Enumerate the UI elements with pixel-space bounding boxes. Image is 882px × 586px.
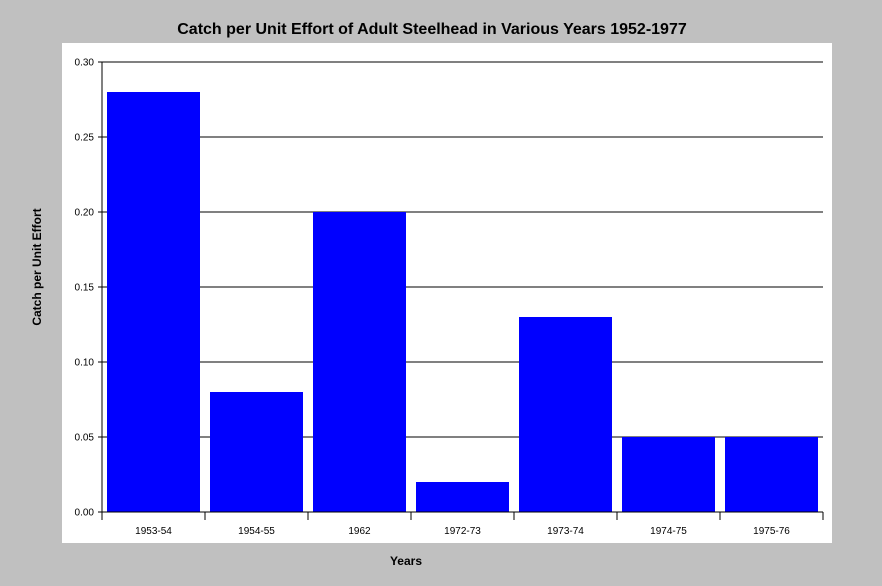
axes: 0.00 0.05 0.10 0.15 0.20 0.25 0.30 1953-54 1954-… — [75, 58, 824, 537]
y-tick-label: 0.25 — [75, 133, 95, 144]
y-axis-label: Catch per Unit Effort — [30, 208, 44, 325]
chart-title: Catch per Unit Effort of Adult Steelhead… — [177, 21, 687, 38]
y-tick-label: 0.20 — [75, 208, 95, 219]
x-tick-label: 1975-76 — [753, 526, 790, 537]
y-tick-label: 0.00 — [75, 508, 95, 519]
y-tick-label: 0.15 — [75, 283, 95, 294]
bar — [416, 482, 509, 512]
x-tick-label: 1953-54 — [135, 526, 172, 537]
y-tick-label: 0.10 — [75, 358, 95, 369]
bar — [210, 392, 303, 512]
x-tick-label: 1972-73 — [444, 526, 481, 537]
bar — [107, 92, 200, 512]
x-axis-label: Years — [390, 554, 422, 568]
x-tick-label: 1974-75 — [650, 526, 687, 537]
y-tick-label: 0.05 — [75, 433, 95, 444]
bar — [725, 437, 818, 512]
bar — [519, 317, 612, 512]
x-tick-label: 1973-74 — [547, 526, 584, 537]
y-tick-label: 0.30 — [75, 58, 95, 69]
x-tick-label: 1962 — [348, 526, 371, 537]
x-tick-label: 1954-55 — [238, 526, 275, 537]
bar — [313, 212, 406, 512]
bar — [622, 437, 715, 512]
bars — [107, 92, 818, 512]
